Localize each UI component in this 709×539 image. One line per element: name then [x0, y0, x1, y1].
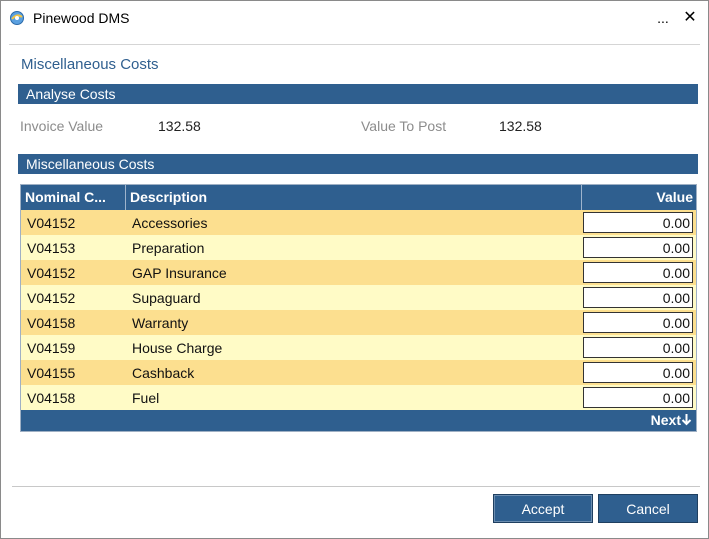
invoice-value-label: Invoice Value	[20, 118, 104, 134]
value-to-post-label: Value To Post	[361, 118, 447, 134]
arrow-down-icon	[681, 412, 692, 428]
value-input[interactable]	[583, 262, 693, 283]
value-input[interactable]	[583, 337, 693, 358]
table-row: V04155 Cashback	[21, 360, 696, 385]
content-area: Miscellaneous Costs Analyse Costs Invoic…	[9, 44, 700, 487]
nominal-code-cell: V04152	[27, 265, 76, 281]
nominal-code-cell: V04153	[27, 240, 76, 256]
nominal-code-cell: V04152	[27, 215, 76, 231]
window-title: Pinewood DMS	[33, 10, 130, 26]
description-cell: Supaguard	[132, 290, 201, 306]
description-cell: Preparation	[132, 240, 205, 256]
description-cell: Fuel	[132, 390, 160, 406]
table-row: V04153 Preparation	[21, 235, 696, 260]
grid-rows: V04152 Accessories V04153 Preparation V0…	[21, 210, 696, 410]
value-input[interactable]	[583, 212, 693, 233]
nominal-code-cell: V04152	[27, 290, 76, 306]
table-row: V04159 House Charge	[21, 335, 696, 360]
value-to-post: 132.58	[499, 118, 542, 134]
description-cell: GAP Insurance	[132, 265, 227, 281]
more-options-button[interactable]: ...	[657, 10, 669, 26]
table-row: V04152 Supaguard	[21, 285, 696, 310]
nominal-code-cell: V04158	[27, 390, 76, 406]
description-cell: Warranty	[132, 315, 189, 331]
column-header-value[interactable]: Value	[656, 189, 693, 205]
description-cell: House Charge	[132, 340, 223, 356]
description-cell: Cashback	[132, 365, 195, 381]
misc-costs-header: Miscellaneous Costs	[18, 154, 698, 174]
nominal-code-cell: V04155	[27, 365, 76, 381]
grid-footer: Next	[21, 410, 696, 431]
analyse-costs-header: Analyse Costs	[18, 84, 698, 104]
next-page-button[interactable]: Next	[651, 412, 692, 428]
close-button[interactable]: ✕	[683, 9, 697, 26]
value-input[interactable]	[583, 387, 693, 408]
accept-button[interactable]: Accept	[493, 494, 593, 523]
misc-costs-grid: Nominal C... Description Value V04152 Ac…	[20, 184, 697, 432]
table-row: V04152 Accessories	[21, 210, 696, 235]
column-header-nominal[interactable]: Nominal C...	[21, 185, 126, 210]
title-bar: Pinewood DMS ... ✕	[1, 1, 708, 36]
next-label: Next	[650, 412, 681, 428]
footer-divider	[12, 486, 700, 487]
table-row: V04158 Warranty	[21, 310, 696, 335]
cancel-button[interactable]: Cancel	[598, 494, 698, 523]
value-input[interactable]	[583, 312, 693, 333]
value-input[interactable]	[583, 287, 693, 308]
column-header-description[interactable]: Description	[126, 185, 582, 210]
invoice-value: 132.58	[158, 118, 201, 134]
value-input[interactable]	[583, 362, 693, 383]
page-title: Miscellaneous Costs	[21, 56, 159, 73]
description-cell: Accessories	[132, 215, 208, 231]
nominal-code-cell: V04158	[27, 315, 76, 331]
app-icon	[9, 10, 25, 26]
table-row: V04158 Fuel	[21, 385, 696, 410]
grid-header: Nominal C... Description Value	[21, 185, 696, 210]
table-row: V04152 GAP Insurance	[21, 260, 696, 285]
value-input[interactable]	[583, 237, 693, 258]
nominal-code-cell: V04159	[27, 340, 76, 356]
